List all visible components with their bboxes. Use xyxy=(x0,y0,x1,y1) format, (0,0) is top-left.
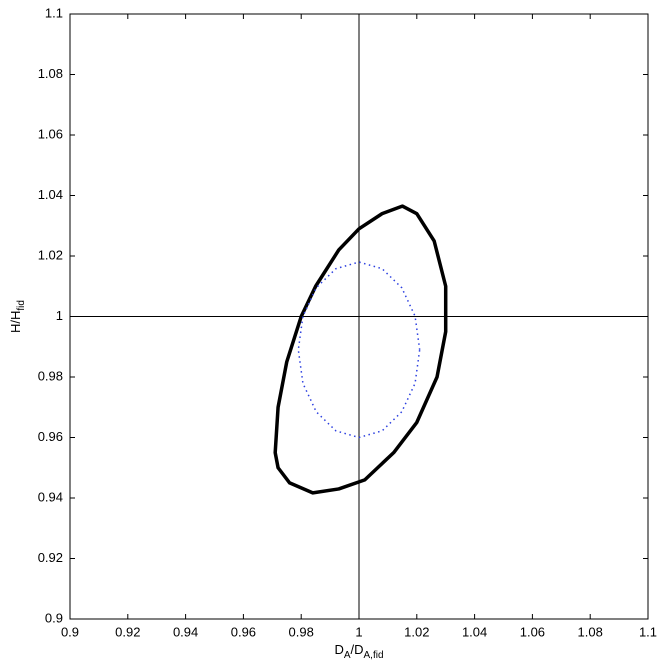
x-tick-label: 0.92 xyxy=(115,624,140,639)
x-axis-label-part: A xyxy=(344,650,351,661)
x-axis-label-part: D xyxy=(334,642,343,657)
y-tick-label: 1.02 xyxy=(38,247,63,262)
y-tick-label: 1 xyxy=(56,308,63,323)
contour-line xyxy=(273,204,448,495)
x-axis-label-part: /D xyxy=(351,642,364,657)
x-tick-label: 1.04 xyxy=(462,624,487,639)
x-tick-label: 0.98 xyxy=(289,624,314,639)
y-tick-label: 1.06 xyxy=(38,126,63,141)
y-axis-label-part: fid xyxy=(16,300,27,311)
y-tick-label: 1.04 xyxy=(38,187,63,202)
x-tick-label: 1.1 xyxy=(639,624,657,639)
y-tick-label: 0.9 xyxy=(45,610,63,625)
x-tick-label: 1.02 xyxy=(404,624,429,639)
x-tick-label: 0.94 xyxy=(173,624,198,639)
y-tick-label: 0.96 xyxy=(38,429,63,444)
y-tick-label: 0.98 xyxy=(38,368,63,383)
y-tick-label: 1.08 xyxy=(38,66,63,81)
y-axis-label-part: H/H xyxy=(8,311,23,333)
x-tick-label: 1 xyxy=(355,624,362,639)
y-axis-label: H/Hfid xyxy=(8,300,26,333)
x-tick-label: 1.08 xyxy=(578,624,603,639)
x-axis-label: DA/DA,fid xyxy=(334,642,383,660)
y-tick-label: 0.92 xyxy=(38,550,63,565)
y-tick-label: 0.94 xyxy=(38,489,63,504)
x-tick-label: 1.06 xyxy=(520,624,545,639)
y-tick-label: 1.1 xyxy=(45,5,63,20)
x-tick-label: 0.96 xyxy=(231,624,256,639)
x-tick-label: 0.9 xyxy=(61,624,79,639)
x-axis-label-part: A,fid xyxy=(364,650,384,661)
